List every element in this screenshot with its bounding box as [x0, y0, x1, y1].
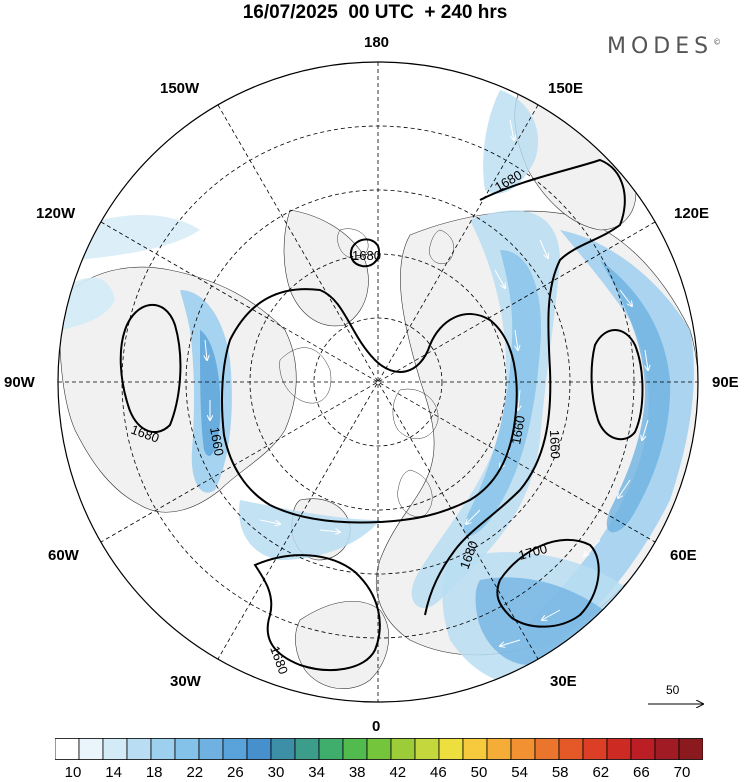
colorbar-swatch: [510, 738, 536, 760]
brand-mark: ©: [713, 37, 722, 47]
colorbar-swatch: [102, 738, 128, 760]
colorbar-swatch: [630, 738, 656, 760]
brand-logo: MODES©: [607, 34, 721, 59]
map-frame: [57, 61, 699, 703]
colorbar-tick-label: 42: [389, 764, 407, 781]
colorbar-swatch: [582, 738, 608, 760]
colorbar-swatch: [366, 738, 392, 760]
colorbar-swatch: [78, 738, 104, 760]
colorbar-tick-label: 70: [673, 764, 691, 781]
colorbar-swatch: [654, 738, 680, 760]
colorbar-swatch: [270, 738, 296, 760]
colorbar-tick-label: 22: [186, 764, 204, 781]
colorbar-swatch: [342, 738, 368, 760]
colorbar-swatch: [558, 738, 584, 760]
colorbar-swatch: [534, 738, 560, 760]
colorbar: [55, 738, 703, 760]
colorbar-swatch: [150, 738, 176, 760]
colorbar-swatch: [486, 738, 512, 760]
wind-vectors: [205, 119, 648, 646]
colorbar-tick-label: 38: [348, 764, 366, 781]
lon-label-60w: 60W: [48, 547, 79, 564]
lon-label-90w: 90W: [4, 374, 35, 391]
colorbar-swatch: [678, 738, 703, 760]
colorbar-swatch: [438, 738, 464, 760]
colorbar-swatch: [294, 738, 320, 760]
brand-name: MODES: [607, 34, 714, 59]
reference-vector-label: 50: [666, 683, 680, 697]
colorbar-swatch: [246, 738, 272, 760]
lon-label-30w: 30W: [170, 673, 201, 690]
colorbar-swatch: [318, 738, 344, 760]
colorbar-swatch: [414, 738, 440, 760]
colorbar-tick-label: 18: [145, 764, 163, 781]
colorbar-swatch: [390, 738, 416, 760]
colorbar-tick-label: 26: [227, 764, 244, 781]
lon-label-0: 0: [372, 718, 381, 735]
colorbar-tick-label: 66: [633, 764, 650, 781]
lon-label-60e: 60E: [670, 547, 697, 564]
contour-label: 1660: [508, 414, 528, 445]
colorbar-tick-label: 14: [105, 764, 122, 781]
contour-label: 1660: [207, 426, 227, 457]
colorbar-swatch: [198, 738, 224, 760]
colorbar-tick-label: 30: [267, 764, 285, 781]
colorbar-tick-label: 58: [551, 764, 569, 781]
contour-label: 1700: [517, 541, 549, 563]
map-title: 16/07/2025 00 UTC + 240 hrs: [242, 2, 508, 23]
colorbar-tick-label: 10: [64, 764, 82, 781]
colorbar-tick-label: 50: [470, 764, 488, 781]
lon-label-120w: 120W: [36, 205, 76, 222]
lon-label-180: 180: [364, 34, 390, 51]
contour-label: 1660: [547, 430, 563, 459]
lon-label-30e: 30E: [550, 673, 577, 690]
lon-label-150e: 150E: [548, 80, 584, 97]
colorbar-swatch: [126, 738, 152, 760]
colorbar-swatch: [222, 738, 248, 760]
colorbar-swatch: [55, 738, 80, 760]
colorbar-swatch: [606, 738, 632, 760]
colorbar-tick-label: 54: [511, 764, 528, 781]
lon-label-90e: 90E: [712, 374, 739, 391]
contour-label: 1680: [352, 248, 381, 263]
colorbar-tick-label: 34: [308, 764, 325, 781]
geopotential-contours: [119, 158, 644, 671]
colorbar-swatch: [174, 738, 200, 760]
colorbar-tick-label: 62: [592, 764, 610, 781]
colorbar-swatch: [462, 738, 488, 760]
lon-label-120e: 120E: [674, 205, 710, 222]
lon-label-150w: 150W: [160, 80, 200, 97]
colorbar-tick-label: 46: [430, 764, 447, 781]
